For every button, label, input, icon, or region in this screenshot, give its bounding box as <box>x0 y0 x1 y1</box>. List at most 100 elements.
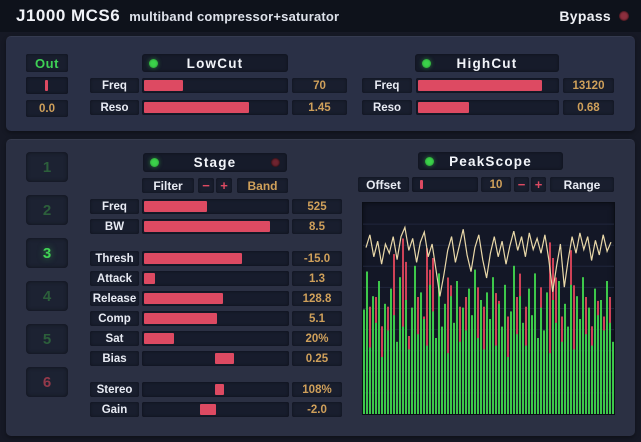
scope-green-bars <box>363 265 614 414</box>
highcut-freq-fill <box>418 80 543 91</box>
offset-label: Offset <box>358 177 409 192</box>
stage-gain-label: Gain <box>90 402 139 417</box>
stage-release-slider[interactable] <box>142 291 289 306</box>
stage-thresh-value: -15.0 <box>292 251 342 266</box>
stage-attack-value: 1.3 <box>292 271 342 286</box>
stage-sat-fill <box>144 333 175 344</box>
stage-gain-handle[interactable] <box>200 404 217 415</box>
lowcut-reso-fill <box>144 102 250 113</box>
filter-plus-button[interactable]: + <box>216 178 232 193</box>
stage-bw-fill <box>144 221 270 232</box>
out-value: 0.0 <box>26 100 68 117</box>
range-minus-button[interactable]: − <box>514 177 529 192</box>
stage-header: Stage <box>143 153 287 172</box>
lowcut-reso-value: 1.45 <box>292 100 347 115</box>
highcut-freq-label: Freq <box>362 78 412 93</box>
range-plus-button[interactable]: + <box>531 177 546 192</box>
peakscope-graph <box>363 223 614 414</box>
highcut-freq-value: 13120 <box>563 78 614 93</box>
stage-thresh-slider[interactable] <box>142 251 289 266</box>
out-slider[interactable] <box>26 77 68 94</box>
plugin-subtitle: multiband compressor+saturator <box>129 8 340 24</box>
band-toggle[interactable]: Band <box>237 178 288 193</box>
stage-gain-slider[interactable] <box>142 402 289 417</box>
plugin-name: J1000 MCS6 <box>16 6 121 25</box>
stage-freq-slider[interactable] <box>142 199 289 214</box>
peakscope-display <box>362 202 615 415</box>
stage-sat-label: Sat <box>90 331 139 346</box>
bypass-button[interactable]: Bypass <box>559 8 629 24</box>
stage-bw-label: BW <box>90 219 139 234</box>
stage-gain-value: -2.0 <box>292 402 342 417</box>
highcut-reso-fill <box>418 102 470 113</box>
lowcut-enable-led-icon[interactable] <box>149 58 158 68</box>
offset-slider[interactable] <box>412 177 478 192</box>
stage-attack-fill <box>144 273 156 284</box>
stage-release-value: 128.8 <box>292 291 342 306</box>
stage-attack-label: Attack <box>90 271 139 286</box>
bypass-label: Bypass <box>559 8 611 24</box>
offset-slider-handle[interactable] <box>419 180 423 189</box>
out-slider-handle[interactable] <box>44 80 48 91</box>
peakscope-title: PeakScope <box>449 153 532 169</box>
peakscope-header: PeakScope <box>418 152 563 170</box>
lowcut-freq-slider[interactable] <box>142 78 288 93</box>
stage-stereo-label: Stereo <box>90 382 139 397</box>
stage-solo-led-icon[interactable] <box>271 158 280 167</box>
stage-freq-label: Freq <box>90 199 139 214</box>
stage-button-4[interactable]: 4 <box>26 281 68 311</box>
lowcut-reso-label: Reso <box>90 100 139 115</box>
stage-thresh-fill <box>144 253 243 264</box>
stage-comp-value: 5.1 <box>292 311 342 326</box>
out-label: Out <box>26 54 68 72</box>
stage-bias-slider[interactable] <box>142 351 289 366</box>
stage-bias-label: Bias <box>90 351 139 366</box>
stage-bw-slider[interactable] <box>142 219 289 234</box>
highcut-reso-value: 0.68 <box>563 100 614 115</box>
lowcut-freq-fill <box>144 80 184 91</box>
stage-attack-slider[interactable] <box>142 271 289 286</box>
stage-button-6[interactable]: 6 <box>26 367 68 397</box>
bypass-led-icon <box>619 11 629 21</box>
range-label: Range <box>550 177 614 192</box>
stage-panel: 1 2 3 4 5 6 Stage Filter − + Band Freq 5… <box>6 139 635 436</box>
lowcut-header: LowCut <box>142 54 288 72</box>
stage-thresh-label: Thresh <box>90 251 139 266</box>
highcut-title: HighCut <box>456 55 518 71</box>
stage-comp-label: Comp <box>90 311 139 326</box>
stage-stereo-value: 108% <box>292 382 342 397</box>
stage-button-2[interactable]: 2 <box>26 195 68 225</box>
stage-freq-value: 525 <box>292 199 342 214</box>
stage-button-5[interactable]: 5 <box>26 324 68 354</box>
stage-sat-slider[interactable] <box>142 331 289 346</box>
stage-button-1[interactable]: 1 <box>26 152 68 182</box>
stage-bw-value: 8.5 <box>292 219 342 234</box>
filters-panel: Out 0.0 LowCut Freq 70 Reso 1.45 HighCut… <box>6 36 635 131</box>
title-bar: J1000 MCS6 multiband compressor+saturato… <box>0 0 641 32</box>
lowcut-freq-value: 70 <box>292 78 347 93</box>
stage-enable-led-icon[interactable] <box>150 158 159 167</box>
stage-stereo-slider[interactable] <box>142 382 289 397</box>
highcut-reso-slider[interactable] <box>416 100 559 115</box>
stage-sat-value: 20% <box>292 331 342 346</box>
stage-release-label: Release <box>90 291 139 306</box>
lowcut-reso-slider[interactable] <box>142 100 288 115</box>
range-value: 10 <box>481 177 511 192</box>
lowcut-title: LowCut <box>186 55 244 71</box>
highcut-enable-led-icon[interactable] <box>422 58 431 68</box>
stage-comp-slider[interactable] <box>142 311 289 326</box>
peakscope-enable-led-icon[interactable] <box>425 156 434 166</box>
stage-bias-handle[interactable] <box>214 353 234 364</box>
scope-waveform <box>365 225 612 297</box>
filter-minus-button[interactable]: − <box>198 178 214 193</box>
stage-title: Stage <box>193 155 237 170</box>
stage-button-3[interactable]: 3 <box>26 238 68 268</box>
stage-stereo-handle[interactable] <box>214 384 224 395</box>
stage-bias-value: 0.25 <box>292 351 342 366</box>
highcut-reso-label: Reso <box>362 100 412 115</box>
highcut-freq-slider[interactable] <box>416 78 559 93</box>
filter-toggle[interactable]: Filter <box>142 178 194 193</box>
scope-gridlines <box>363 223 614 394</box>
lowcut-freq-label: Freq <box>90 78 139 93</box>
